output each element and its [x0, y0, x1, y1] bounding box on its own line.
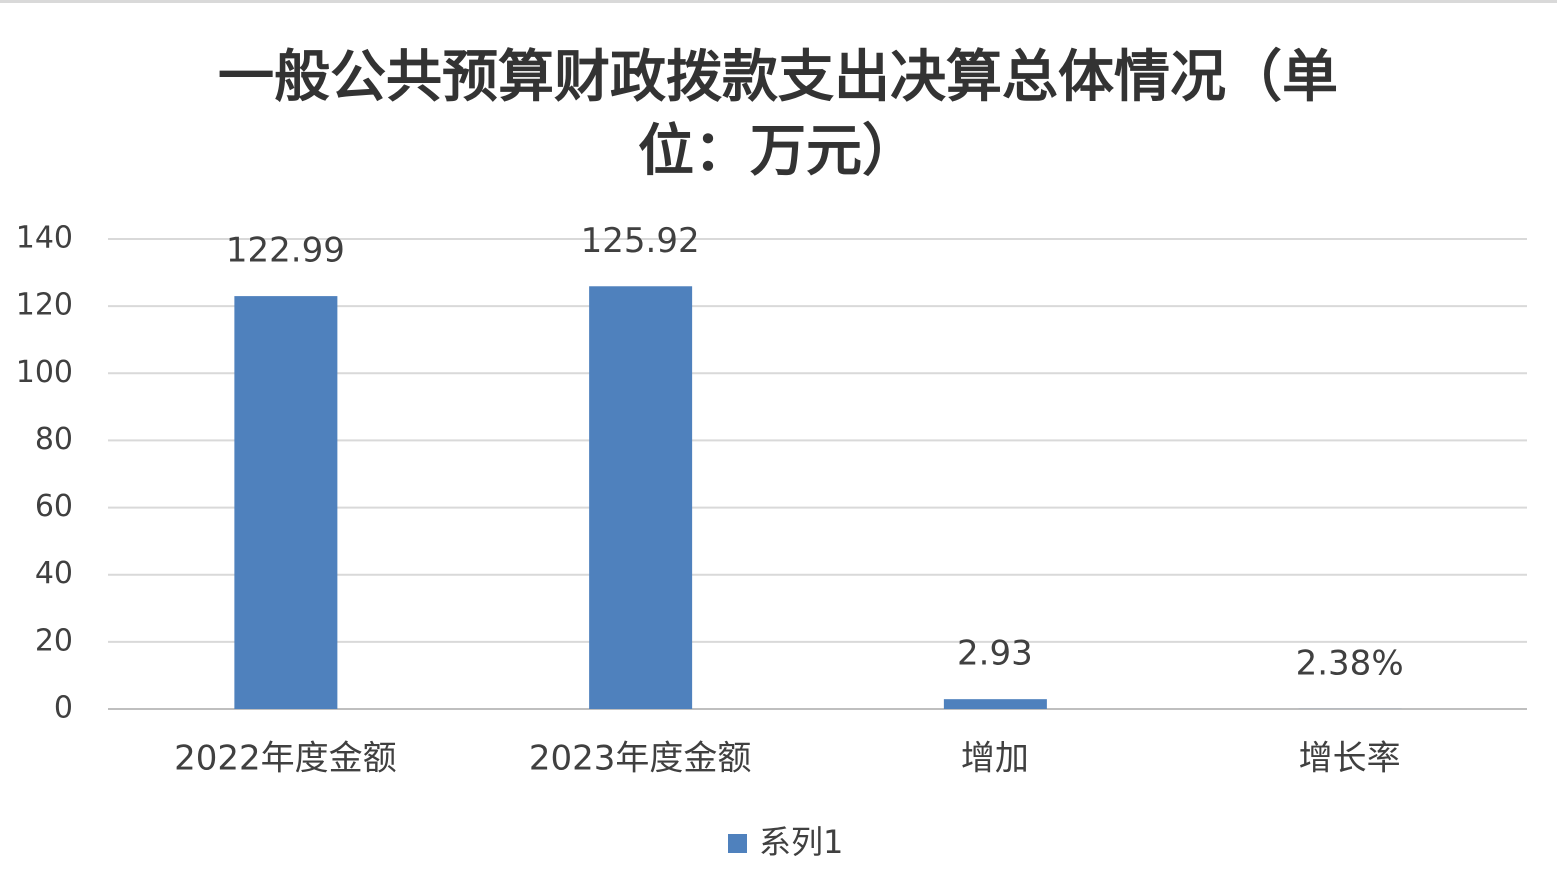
x-tick-label: 2023年度金额 — [529, 739, 752, 779]
data-label: 125.92 — [581, 221, 700, 261]
y-tick-label: 20 — [35, 623, 73, 658]
legend-label: 系列1 — [759, 823, 843, 861]
bar — [234, 296, 338, 709]
y-tick-label: 140 — [16, 221, 73, 256]
y-tick-label: 80 — [35, 422, 73, 457]
y-tick-label: 60 — [35, 489, 73, 524]
x-tick-label: 增长率 — [1299, 739, 1401, 779]
bar — [589, 286, 693, 709]
y-tick-label: 100 — [16, 355, 73, 390]
bar — [943, 699, 1047, 709]
chart-title: 一般公共预算财政拨款支出决算总体情况（单位：万元） — [218, 45, 1338, 184]
x-tick-label: 增加 — [961, 739, 1029, 779]
y-tick-label: 120 — [16, 288, 73, 323]
y-tick-label: 40 — [35, 556, 73, 591]
legend-swatch — [728, 834, 747, 853]
data-label: 2.38% — [1296, 643, 1404, 683]
y-tick-label: 0 — [54, 691, 73, 726]
plot: 0 20 40 60 80 100 120 140 2022年度金额 2023年度金额 增加 增长率 1… — [16, 221, 1527, 861]
data-label: 2.93 — [957, 634, 1033, 674]
data-label: 122.99 — [226, 231, 345, 271]
x-tick-label: 2022年度金额 — [174, 739, 397, 779]
